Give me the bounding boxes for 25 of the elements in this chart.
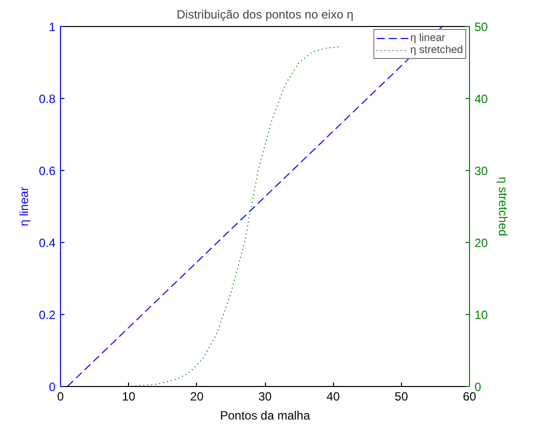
x-tick-label: 60 bbox=[462, 390, 476, 404]
y-tick-label: 0.6 bbox=[38, 164, 56, 178]
x-tick-label: 10 bbox=[122, 390, 136, 404]
y-tick-label: 0.2 bbox=[38, 308, 56, 322]
y-axis-title: η linear bbox=[16, 186, 31, 226]
y2-tick-label: 50 bbox=[474, 20, 488, 34]
y-tick-label: 0 bbox=[48, 380, 56, 394]
y2-tick-label: 30 bbox=[474, 164, 488, 178]
legend-label: η stretched bbox=[410, 44, 463, 56]
x-axis-title: Pontos da malha bbox=[220, 408, 310, 422]
x-tick-label: 50 bbox=[394, 390, 408, 404]
x-tick-label: 40 bbox=[326, 390, 340, 404]
y2-axis-title: η stretched bbox=[496, 176, 510, 236]
x-tick-label: 20 bbox=[190, 390, 204, 404]
y-tick-label: 0.8 bbox=[38, 92, 56, 106]
y2-tick-label: 10 bbox=[474, 308, 488, 322]
x-tick-label: 30 bbox=[258, 390, 272, 404]
chart-title: Distribuição dos pontos no eixo η bbox=[176, 8, 354, 22]
y2-tick-label: 0 bbox=[474, 380, 482, 394]
y2-tick-label: 20 bbox=[474, 236, 488, 250]
y2-tick-label: 40 bbox=[474, 92, 488, 106]
y-tick-label: 0.4 bbox=[38, 236, 56, 250]
legend-label: η linear bbox=[410, 32, 446, 44]
x-tick-label: 0 bbox=[57, 390, 64, 404]
y-tick-label: 1 bbox=[48, 20, 56, 34]
